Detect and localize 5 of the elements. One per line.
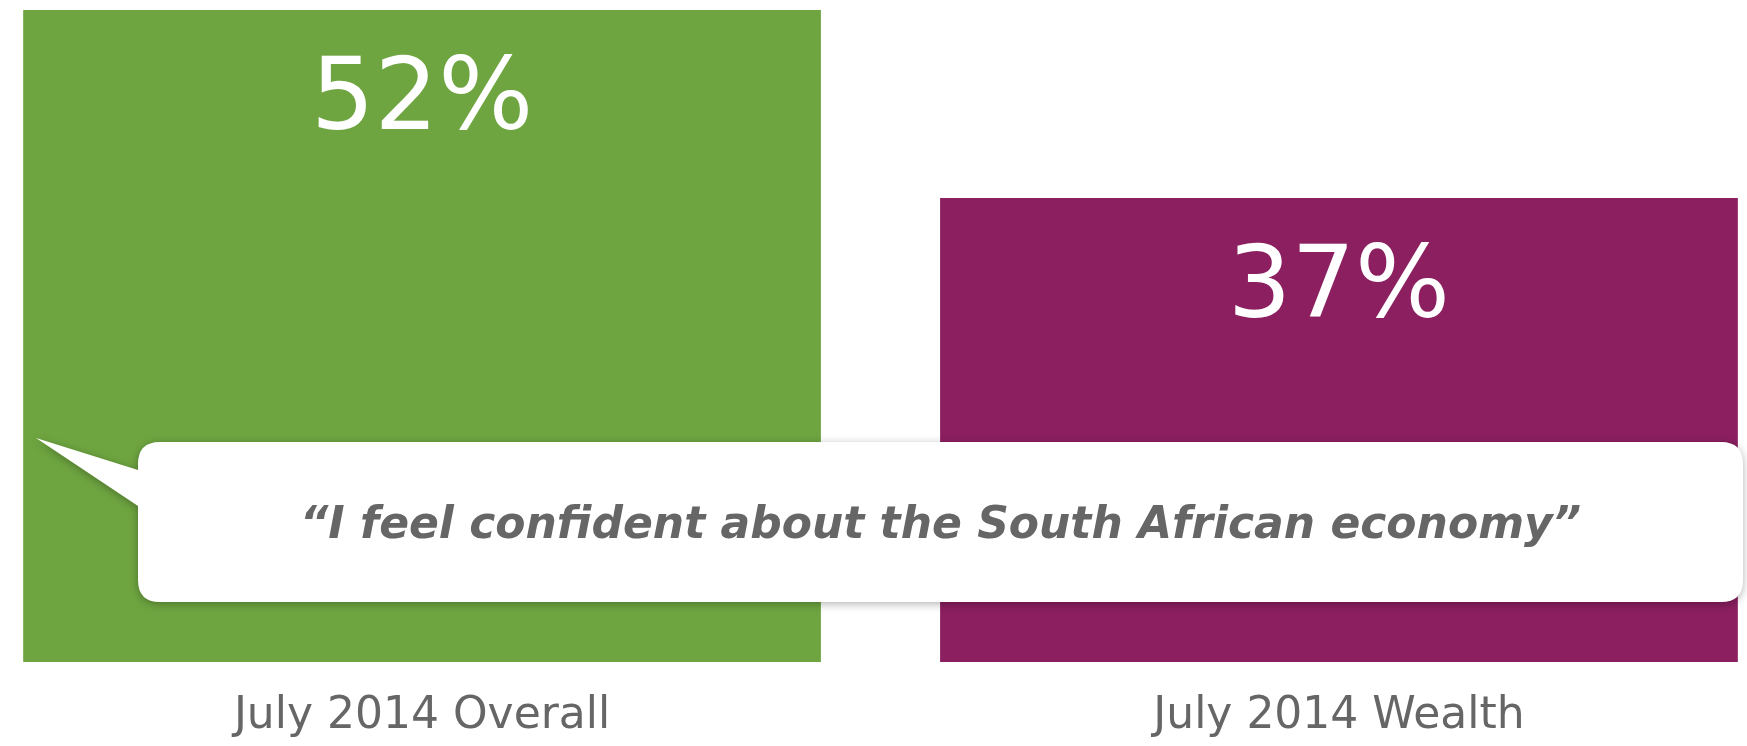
- annotation: “I feel confident about the South African economy”: [299, 496, 1582, 548]
- data-label: 37%: [1227, 224, 1451, 342]
- data-label: 52%: [310, 36, 534, 153]
- x-tick-label: July 2014 Wealth: [1150, 686, 1525, 738]
- x-tick-label: July 2014 Overall: [230, 686, 611, 738]
